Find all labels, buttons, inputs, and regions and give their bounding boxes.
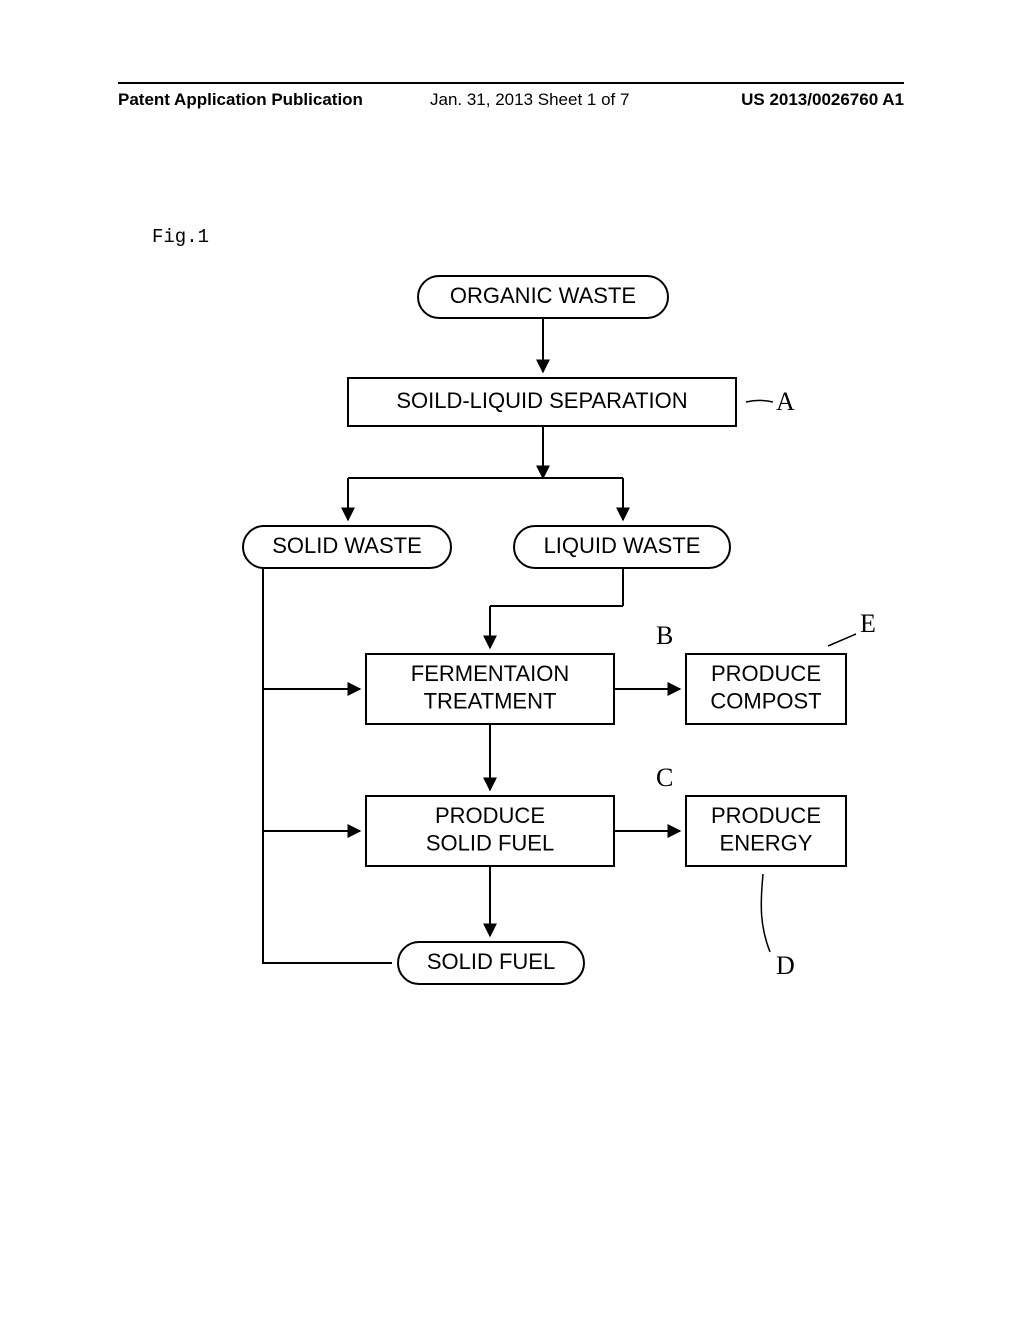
node-text: PRODUCE — [435, 803, 545, 828]
flowchart-svg: ORGANIC WASTE SOILD-LIQUID SEPARATION SOLI… — [138, 266, 898, 1006]
label-E: E — [860, 609, 876, 638]
node-text: SOLID WASTE — [272, 533, 422, 558]
node-text: ENERGY — [720, 831, 813, 856]
node-text: PRODUCE — [711, 803, 821, 828]
node-text: TREATMENT — [424, 689, 557, 714]
node-sep: SOILD-LIQUID SEPARATION — [348, 378, 736, 426]
label-leader-A — [746, 401, 773, 403]
node-energy: PRODUCE ENERGY — [686, 796, 846, 866]
node-solidfuel: PRODUCE SOLID FUEL — [366, 796, 614, 866]
node-text: SOILD-LIQUID SEPARATION — [396, 388, 687, 413]
label-leader-E — [828, 634, 856, 646]
node-organic: ORGANIC WASTE — [418, 276, 668, 318]
node-solid: SOLID WASTE — [243, 526, 451, 568]
node-text: FERMENTAION — [411, 661, 569, 686]
node-ferment: FERMENTAION TREATMENT — [366, 654, 614, 724]
label-leader-D — [761, 874, 770, 952]
label-D: D — [776, 951, 795, 980]
flowchart: ORGANIC WASTE SOILD-LIQUID SEPARATION SOLI… — [138, 266, 898, 1006]
node-text: COMPOST — [710, 689, 821, 714]
figure-label: Fig.1 — [152, 226, 209, 248]
header-rule — [118, 82, 904, 84]
publication-type: Patent Application Publication — [118, 90, 363, 110]
node-liquid: LIQUID WASTE — [514, 526, 730, 568]
node-text: ORGANIC WASTE — [450, 283, 636, 308]
label-B: B — [656, 621, 673, 650]
node-text: SOLID FUEL — [426, 831, 554, 856]
nodes: ORGANIC WASTE SOILD-LIQUID SEPARATION SOLI… — [243, 276, 846, 984]
node-text: SOLID FUEL — [427, 949, 555, 974]
node-fuel: SOLID FUEL — [398, 942, 584, 984]
page-header: Patent Application Publication Jan. 31, … — [0, 82, 1024, 112]
publication-date: Jan. 31, 2013 Sheet 1 of 7 — [430, 90, 629, 110]
label-C: C — [656, 763, 673, 792]
node-compost: PRODUCE COMPOST — [686, 654, 846, 724]
node-text: PRODUCE — [711, 661, 821, 686]
edge — [263, 568, 392, 963]
label-A: A — [776, 387, 795, 416]
publication-number: US 2013/0026760 A1 — [741, 90, 904, 110]
node-text: LIQUID WASTE — [544, 533, 701, 558]
page: Patent Application Publication Jan. 31, … — [0, 0, 1024, 1320]
